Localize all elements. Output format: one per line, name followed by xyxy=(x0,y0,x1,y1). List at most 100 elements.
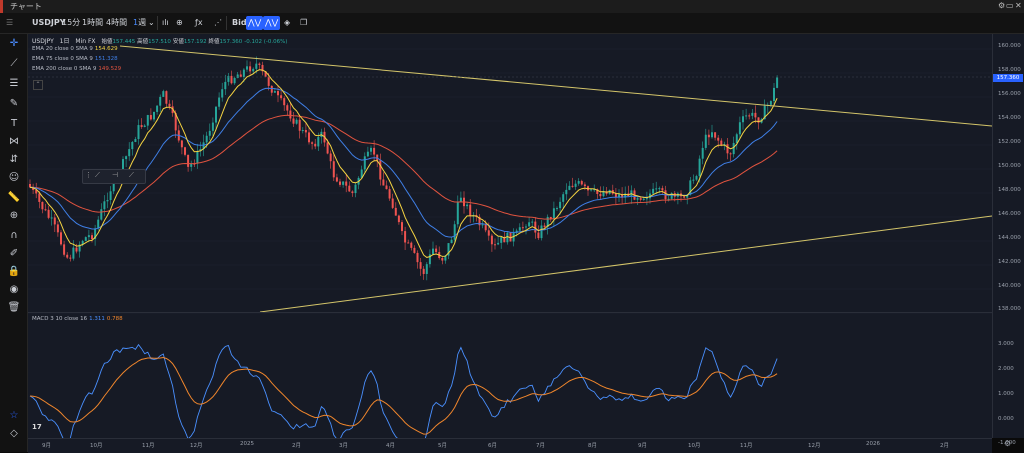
candle xyxy=(289,110,292,119)
candle xyxy=(450,239,453,244)
menu-icon[interactable]: ☰ xyxy=(6,18,14,27)
visibility-icon[interactable]: ◉ xyxy=(9,284,19,295)
candle xyxy=(314,143,317,147)
compare-icon[interactable]: ⋰ xyxy=(214,18,222,27)
magnet-icon[interactable]: ∩ xyxy=(10,230,18,241)
candle xyxy=(546,216,549,228)
candle xyxy=(649,193,651,199)
settings-icon[interactable]: ⚙ xyxy=(1004,439,1012,448)
candle xyxy=(41,201,44,210)
divider xyxy=(226,16,227,30)
lower-trendline[interactable] xyxy=(259,215,992,313)
candle xyxy=(590,189,593,191)
indicators-icon[interactable]: ƒx xyxy=(195,18,203,27)
candle xyxy=(751,112,754,116)
candle xyxy=(742,116,744,123)
interval-4h-button[interactable]: 4時間 xyxy=(106,18,128,27)
candle xyxy=(53,217,56,225)
time-tick: 10月 xyxy=(688,443,701,449)
add-indicator-icon[interactable]: ⊕ xyxy=(176,18,183,27)
time-axis[interactable]: 9月 10月 11月 12月 2025 2月 3月 4月 5月 6月 7月 8月… xyxy=(28,438,992,453)
candle xyxy=(103,201,106,210)
text-tool-icon[interactable]: T xyxy=(10,118,18,129)
symbol-button[interactable]: USDJPY xyxy=(32,18,66,27)
candle xyxy=(242,69,245,78)
lock-icon[interactable]: 🔒 xyxy=(7,266,21,277)
candle xyxy=(339,181,341,185)
candle xyxy=(556,208,558,210)
upper-trendline[interactable] xyxy=(119,45,992,127)
candle xyxy=(435,248,438,253)
candle xyxy=(236,74,239,79)
legend-ema200[interactable]: EMA 200 close 0 SMA 9 149.529 xyxy=(32,66,121,72)
drag-handle-icon[interactable]: ⋮ xyxy=(85,171,92,179)
candle xyxy=(156,105,159,112)
chart-type-icon[interactable]: ılı xyxy=(162,18,169,27)
candle xyxy=(224,81,227,90)
chart-pane[interactable] xyxy=(28,34,992,438)
header-low: 157.192 xyxy=(183,39,207,45)
macd-tick: 1.000 xyxy=(998,391,1014,397)
interval-dropdown-icon[interactable]: ⌄ xyxy=(148,18,155,27)
object-tree-icon[interactable]: ◇ xyxy=(10,428,18,439)
legend-ema75[interactable]: EMA 75 close 0 SMA 9 151.328 xyxy=(32,56,118,62)
fib-tool-icon[interactable]: ☰ xyxy=(9,78,19,89)
candle xyxy=(56,224,59,233)
candle xyxy=(267,76,270,86)
candle xyxy=(537,232,540,239)
ray-tool-icon[interactable]: ⟋ xyxy=(129,171,134,179)
candle xyxy=(410,242,413,248)
divider xyxy=(157,16,158,30)
settings-icon[interactable]: ⚙ xyxy=(998,1,1006,10)
price-axis[interactable]: 160.000 158.000 156.000 154.000 152.000 … xyxy=(992,34,1024,446)
candle xyxy=(298,119,301,131)
candle xyxy=(292,118,295,124)
interval-week-button[interactable]: 1週 xyxy=(133,18,147,27)
ask-line-toggle-icon[interactable]: ⋀⋁ xyxy=(263,16,281,30)
candle xyxy=(233,78,236,84)
bid-button[interactable]: Bid xyxy=(232,18,247,27)
pattern-tool-icon[interactable]: ⋈ xyxy=(9,136,19,147)
line-chart-toggle-icon[interactable]: ⋀⋁ xyxy=(246,16,264,30)
zoom-icon[interactable]: ⊕ xyxy=(9,210,19,221)
line-tool-icon[interactable]: ⟋ xyxy=(95,171,100,179)
crosshair-icon[interactable]: ✛ xyxy=(9,38,19,49)
candle xyxy=(112,177,115,192)
price-tick: 150.000 xyxy=(998,163,1021,169)
legend-macd[interactable]: MACD 3 10 close 16 1.311 0.788 xyxy=(32,316,123,322)
interval-1h-button[interactable]: 1時間 xyxy=(82,18,104,27)
candle xyxy=(497,242,500,245)
layout-icon[interactable]: ❐ xyxy=(300,18,308,27)
brush-tool-icon[interactable]: ✎ xyxy=(9,98,19,109)
candle xyxy=(360,169,363,178)
trash-icon[interactable]: 🗑 xyxy=(7,302,21,313)
favorites-icon[interactable]: ☆ xyxy=(9,410,19,421)
header-high-label: 高値 xyxy=(137,39,149,45)
candle xyxy=(205,135,208,143)
minimize-icon[interactable]: ▭ xyxy=(1006,1,1014,10)
horizontal-line-icon[interactable]: ⊣ xyxy=(112,171,119,179)
candle xyxy=(397,215,400,223)
collapse-legend-button[interactable]: ⌃ xyxy=(33,80,43,90)
lock-drawing-icon[interactable]: ✐ xyxy=(9,248,19,259)
ruler-icon[interactable]: 📏 xyxy=(7,192,21,203)
trendline-tool-icon[interactable]: ⟋ xyxy=(10,58,18,69)
candle xyxy=(500,237,503,243)
candle xyxy=(701,147,704,159)
header-symbol[interactable]: USDJPY xyxy=(32,38,54,45)
alert-icon[interactable]: ◈ xyxy=(284,18,291,27)
candle xyxy=(388,189,391,199)
candle xyxy=(106,200,109,202)
candle xyxy=(453,224,456,240)
prediction-tool-icon[interactable]: ⇵ xyxy=(9,154,19,165)
time-tick: 11月 xyxy=(142,443,155,449)
candle xyxy=(109,191,112,201)
interval-15m-button[interactable]: 15分 xyxy=(62,18,81,27)
header-close-label: 終値 xyxy=(208,39,220,45)
ema75-line xyxy=(29,87,778,238)
pane-separator[interactable] xyxy=(28,312,992,313)
legend-ema20[interactable]: EMA 20 close 0 SMA 9 154.629 xyxy=(32,46,118,52)
time-tick: 10月 xyxy=(90,443,103,449)
icon-tool-icon[interactable]: ☺ xyxy=(8,172,20,183)
close-icon[interactable]: ✕ xyxy=(1015,1,1022,10)
